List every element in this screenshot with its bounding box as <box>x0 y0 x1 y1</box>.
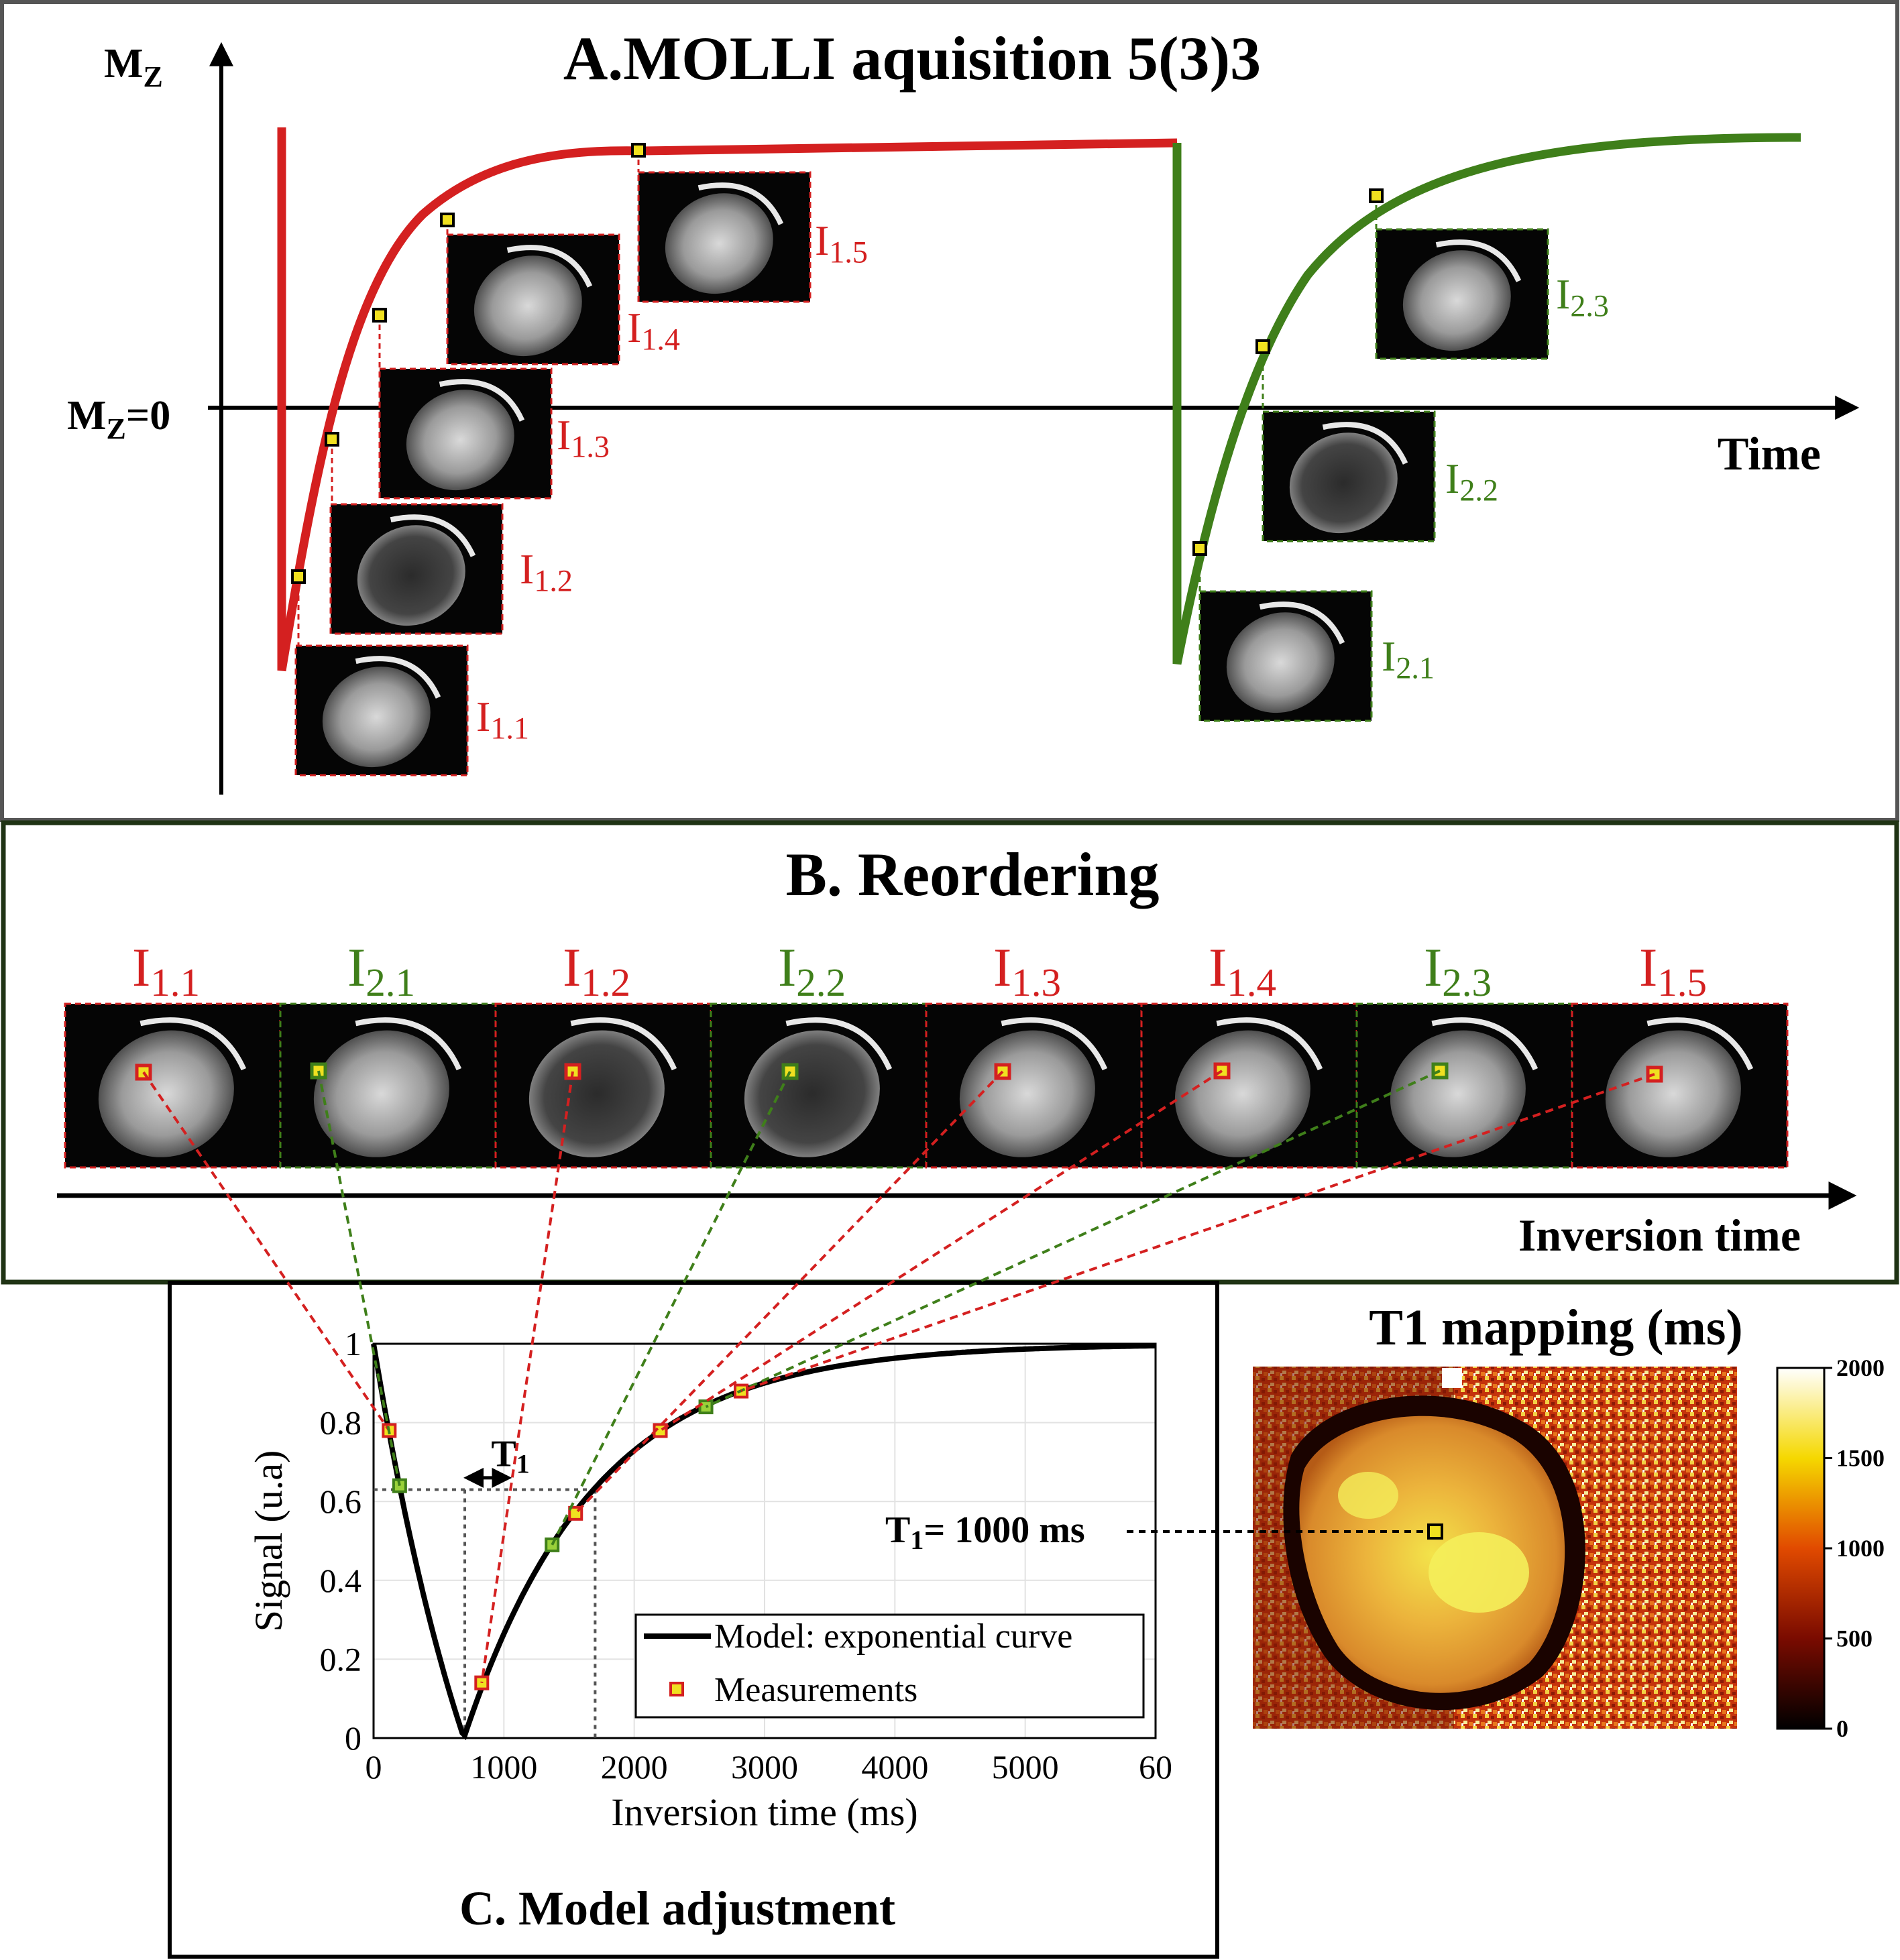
colorbar-tick-label: 2000 <box>1836 1354 1885 1381</box>
connector-line <box>480 1071 574 1683</box>
y-tick-label: 0.4 <box>320 1562 362 1599</box>
x-tick-label: 1000 <box>470 1748 537 1786</box>
panel-c-frame <box>168 1281 1219 1959</box>
scan-thumbnail-1-4 <box>446 233 620 365</box>
reordered-thumbnail-1-2 <box>494 1002 712 1169</box>
y-tick-label: 0 <box>345 1719 361 1757</box>
panel-c: C. Model adjustment 0 1000 2000 3000 4000 500… <box>168 1281 1219 1959</box>
curve-sample-marker <box>440 213 455 227</box>
reordered-label-1-4: I1.4 <box>1209 937 1276 1004</box>
x-tick-label: 4000 <box>861 1748 928 1786</box>
x-tick-label: 3000 <box>731 1748 798 1786</box>
x-tick-label: 0 <box>366 1748 382 1786</box>
reordered-label-1-1: I1.1 <box>132 937 200 1004</box>
y-tick-label: 0.6 <box>320 1483 362 1520</box>
panel-a-title: A.MOLLI aquisition 5(3)3 <box>563 24 1261 93</box>
panel-b-title: B. Reordering <box>785 840 1159 909</box>
scan-thumbnail-2-1 <box>1198 590 1373 722</box>
colorbar-tick-label: 500 <box>1836 1625 1873 1652</box>
connector-line <box>659 1070 1223 1432</box>
connector-line <box>705 1070 1441 1408</box>
t1-map-marker <box>1427 1523 1443 1540</box>
image-label-1-1: I1.1 <box>476 693 529 746</box>
connector-line <box>574 1070 1004 1515</box>
panel-b-x-label: Inversion time <box>1518 1210 1801 1261</box>
panel-a-frame <box>0 0 1899 822</box>
connector-line <box>317 1070 401 1487</box>
reordered-thumbnail-1-5 <box>1571 1002 1789 1169</box>
reordered-label-2-3: I2.3 <box>1424 937 1492 1004</box>
legend-model-label: Model: exponential curve <box>714 1617 1072 1656</box>
panel-a-y-label: MZ <box>104 41 163 93</box>
curve-sample-marker <box>631 143 646 158</box>
connector-line <box>740 1073 1655 1393</box>
panel-c-title: C. Model adjustment <box>459 1882 895 1935</box>
y-axis-label: Signal (u.a) <box>247 1450 290 1632</box>
signal-chart: 0 1000 2000 3000 4000 5000 60 0 0.2 0.4 0.6 0.8 1 Inv… <box>247 1325 1172 1834</box>
connector-line <box>551 1071 791 1546</box>
reordered-label-2-1: I2.1 <box>347 937 415 1004</box>
colorbar-ticks: 2000 1500 1000 500 0 <box>1824 1354 1885 1742</box>
scan-thumbnail-1-2 <box>329 503 504 635</box>
reordered-label-1-5: I1.5 <box>1639 937 1707 1004</box>
panel-b: B. Reordering Inversion time I1.1 I2.1 I1.… <box>1 820 1899 1285</box>
reordered-thumbnail-1-3 <box>925 1002 1143 1169</box>
scan-thumbnail-1-5 <box>637 171 812 303</box>
y-tick-label: 1 <box>345 1325 361 1363</box>
scan-thumbnail-1-3 <box>378 367 553 500</box>
curve-sample-marker <box>1255 339 1270 354</box>
image-label-1-4: I1.4 <box>627 304 680 357</box>
t1-annotation: T1= 1000 ms <box>885 1509 1085 1555</box>
x-tick-label: 60 <box>1139 1748 1172 1786</box>
colorbar-tick-label: 1000 <box>1836 1535 1885 1562</box>
image-label-2-1: I2.1 <box>1382 632 1435 685</box>
y-tick-label: 0.2 <box>320 1640 362 1678</box>
image-label-2-2: I2.2 <box>1445 455 1498 508</box>
scan-thumbnail-2-3 <box>1375 228 1549 360</box>
legend-measurement-swatch <box>669 1682 684 1696</box>
reordered-label-1-2: I1.2 <box>563 937 630 1004</box>
reordered-thumbnail-1-1 <box>64 1002 282 1169</box>
x-axis-label: Inversion time (ms) <box>611 1790 917 1834</box>
reordered-thumbnail-2-1 <box>279 1002 497 1169</box>
scan-thumbnail-2-2 <box>1262 410 1436 542</box>
panel-d-title: T1 mapping (ms) <box>1369 1300 1742 1356</box>
y-tick-label: 0.8 <box>320 1404 362 1442</box>
panel-d: T1 mapping (ms) T1= 1000 ms 2000 1500 1000… <box>885 1300 1885 1742</box>
reordered-label-2-2: I2.2 <box>778 937 846 1004</box>
first-recovery-curve <box>277 127 1178 672</box>
x-tick-label: 2000 <box>601 1748 668 1786</box>
panel-a: A.MOLLI aquisition 5(3)3 MZ MZ=0 Time I1… <box>0 0 1899 822</box>
curve-sample-marker <box>372 308 387 323</box>
colorbar-tick-label: 1500 <box>1836 1445 1885 1472</box>
curve-sample-marker <box>1369 188 1384 203</box>
image-label-2-3: I2.3 <box>1556 270 1609 323</box>
colorbar <box>1776 1367 1826 1730</box>
t1-span-label: T1 <box>491 1433 529 1479</box>
reorder-connectors <box>142 1070 1655 1683</box>
reordered-thumbnail-2-2 <box>710 1002 928 1169</box>
chart-legend: Model: exponential curve Measurements <box>634 1613 1145 1719</box>
colorbar-tick-label: 0 <box>1836 1715 1848 1742</box>
image-label-1-3: I1.3 <box>557 411 610 464</box>
curve-sample-marker <box>325 432 339 447</box>
panel-a-x-label: Time <box>1718 428 1821 480</box>
reordered-label-1-3: I1.3 <box>993 937 1061 1004</box>
reordered-thumbnail-1-4 <box>1140 1002 1358 1169</box>
x-tick-label: 5000 <box>992 1748 1059 1786</box>
reordered-thumbnail-2-3 <box>1355 1002 1573 1169</box>
legend-measurement-label: Measurements <box>714 1671 917 1709</box>
connector-line <box>142 1071 390 1432</box>
t1-map-image <box>1253 1367 1737 1729</box>
curve-sample-marker <box>1192 541 1207 556</box>
image-label-1-5: I1.5 <box>815 217 868 270</box>
image-label-1-2: I1.2 <box>520 545 573 598</box>
panel-a-zero-label: MZ=0 <box>67 393 170 445</box>
scan-thumbnail-1-1 <box>294 644 469 776</box>
curve-sample-marker <box>291 569 306 584</box>
second-recovery-curve <box>1172 133 1801 665</box>
